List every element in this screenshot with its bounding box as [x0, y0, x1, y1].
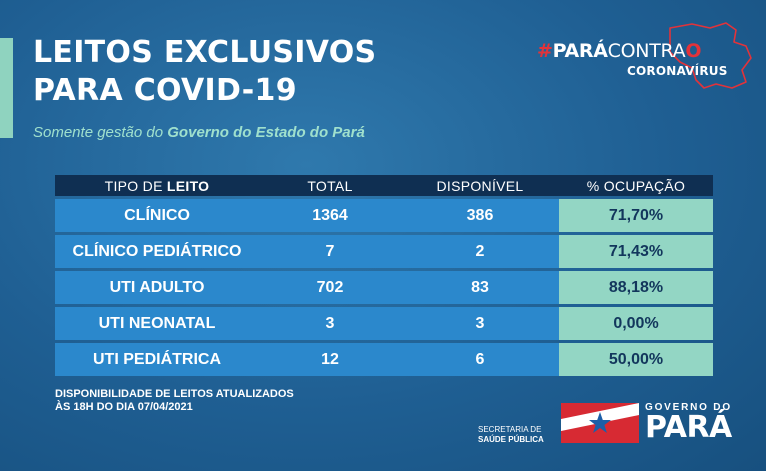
- para-flag-icon: [561, 403, 639, 443]
- header-tipo: TIPO DE LEITO: [55, 175, 259, 196]
- cell-disponivel: 2: [401, 235, 559, 268]
- page-title: LEITOS EXCLUSIVOS PARA COVID-19: [33, 34, 376, 110]
- cell-ocupacao: 71,43%: [559, 235, 713, 268]
- cell-total: 3: [259, 307, 401, 340]
- cell-total: 1364: [259, 199, 401, 232]
- footnote-line-2: ÀS 18H DO DIA 07/04/2021: [55, 401, 193, 413]
- table-row: UTI PEDIÁTRICA 12 6 50,00%: [55, 343, 713, 376]
- cell-ocupacao: 50,00%: [559, 343, 713, 376]
- campaign-logo: #PARÁCONTRAO CORONAVÍRUS: [520, 22, 755, 90]
- government-label: GOVERNO DO: [645, 402, 732, 413]
- subtitle-prefix: Somente gestão do: [33, 124, 168, 141]
- table-row: CLÍNICO 1364 386 71,70%: [55, 199, 713, 232]
- header-ocupacao: % OCUPAÇÃO: [559, 175, 713, 196]
- cell-disponivel: 386: [401, 199, 559, 232]
- beds-table: TIPO DE LEITO TOTAL DISPONÍVEL % OCUPAÇÃ…: [55, 172, 713, 379]
- cell-ocupacao: 88,18%: [559, 271, 713, 304]
- cell-tipo: UTI NEONATAL: [55, 307, 259, 340]
- campaign-hashtag: #PARÁCONTRAO: [537, 40, 701, 62]
- header-total: TOTAL: [259, 175, 401, 196]
- secretaria-label: SECRETARIA DE SAÚDE PÚBLICA: [478, 425, 544, 445]
- header-disponivel: DISPONÍVEL: [401, 175, 559, 196]
- header-tipo-bold: LEITO: [166, 177, 210, 194]
- cell-total: 702: [259, 271, 401, 304]
- subtitle-emphasis: Governo do Estado do Pará: [167, 124, 365, 141]
- page-subtitle: Somente gestão do Governo do Estado do P…: [33, 124, 365, 141]
- hash-symbol: #: [537, 40, 553, 62]
- footnote-line-1: DISPONIBILIDADE DE LEITOS ATUALIZADOS: [55, 388, 294, 400]
- header-tipo-prefix: TIPO DE: [104, 177, 167, 194]
- secretaria-line-2-text: SAÚDE PÚBLICA: [478, 435, 544, 444]
- table-row: UTI NEONATAL 3 3 0,00%: [55, 307, 713, 340]
- campaign-contra: CONTRA: [607, 40, 686, 62]
- title-line-1: LEITOS EXCLUSIVOS: [33, 35, 377, 70]
- table-row: CLÍNICO PEDIÁTRICO 7 2 71,43%: [55, 235, 713, 268]
- campaign-para: PARÁ: [552, 40, 608, 62]
- campaign-coronavirus: CORONAVÍRUS: [627, 64, 728, 78]
- cell-ocupacao: 71,70%: [559, 199, 713, 232]
- government-name: PARÁ: [645, 410, 732, 445]
- campaign-o: O: [685, 40, 702, 62]
- table-header-row: TIPO DE LEITO TOTAL DISPONÍVEL % OCUPAÇÃ…: [55, 175, 713, 196]
- secretaria-line-1: SECRETARIA DE: [478, 425, 542, 434]
- cell-tipo: UTI ADULTO: [55, 271, 259, 304]
- cell-total: 12: [259, 343, 401, 376]
- title-line-2: PARA COVID-19: [33, 73, 297, 108]
- cell-tipo: CLÍNICO: [55, 199, 259, 232]
- update-footnote: DISPONIBILIDADE DE LEITOS ATUALIZADOS ÀS…: [55, 388, 294, 414]
- cell-disponivel: 83: [401, 271, 559, 304]
- secretaria-line-2: SAÚDE PÚBLICA: [478, 435, 544, 445]
- cell-tipo: UTI PEDIÁTRICA: [55, 343, 259, 376]
- cell-tipo: CLÍNICO PEDIÁTRICO: [55, 235, 259, 268]
- cell-disponivel: 6: [401, 343, 559, 376]
- cell-disponivel: 3: [401, 307, 559, 340]
- cell-ocupacao: 0,00%: [559, 307, 713, 340]
- accent-bar: [0, 38, 13, 138]
- para-map-outline-icon: [669, 22, 752, 89]
- table-row: UTI ADULTO 702 83 88,18%: [55, 271, 713, 304]
- cell-total: 7: [259, 235, 401, 268]
